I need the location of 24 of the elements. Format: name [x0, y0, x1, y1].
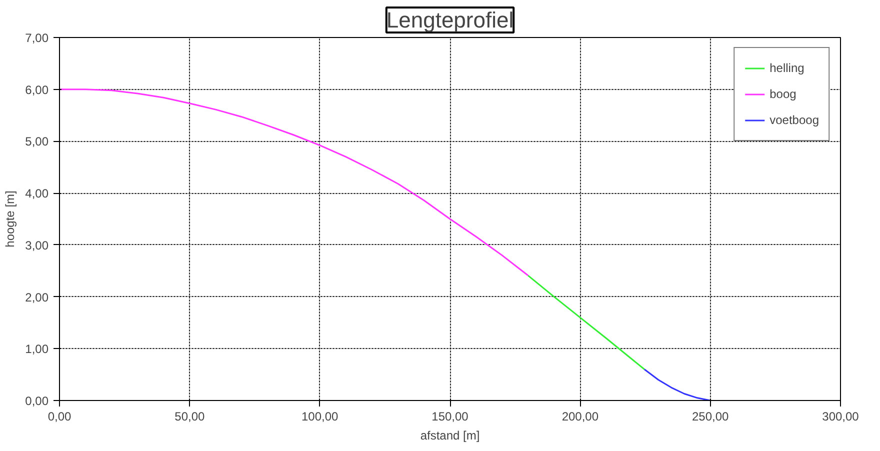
y-tick-label: 5,00 [25, 134, 49, 149]
legend-label: helling [770, 61, 804, 75]
x-tick-label: 300,00 [822, 410, 860, 424]
y-tick-label: 3,00 [25, 238, 49, 252]
line-series [60, 88, 529, 276]
y-tick-label: 4,00 [25, 186, 49, 201]
legend-label: boog [770, 87, 796, 101]
line-series [644, 368, 712, 400]
legend-label: voetboog [770, 113, 819, 127]
chart-title: Lengteprofiel [386, 8, 514, 32]
x-tick-label: 150,00 [432, 410, 469, 424]
x-axis-title: afstand [m] [420, 428, 480, 442]
x-tick-label: 250,00 [692, 410, 730, 424]
y-tick-label: 1,00 [25, 342, 49, 356]
x-tick-label: 50,00 [174, 410, 206, 424]
y-tick-label: 0,00 [25, 394, 49, 408]
y-tick-label: 2,00 [25, 290, 49, 304]
y-tick-label: 7,00 [25, 31, 49, 45]
y-axis-title: hoogte [m] [3, 190, 18, 248]
x-tick-label: 0,00 [48, 410, 72, 424]
y-tick-label: 6,00 [25, 82, 49, 97]
x-tick-label: 200,00 [562, 410, 599, 424]
x-tick-label: 100,00 [301, 410, 339, 424]
line-series [527, 274, 646, 370]
